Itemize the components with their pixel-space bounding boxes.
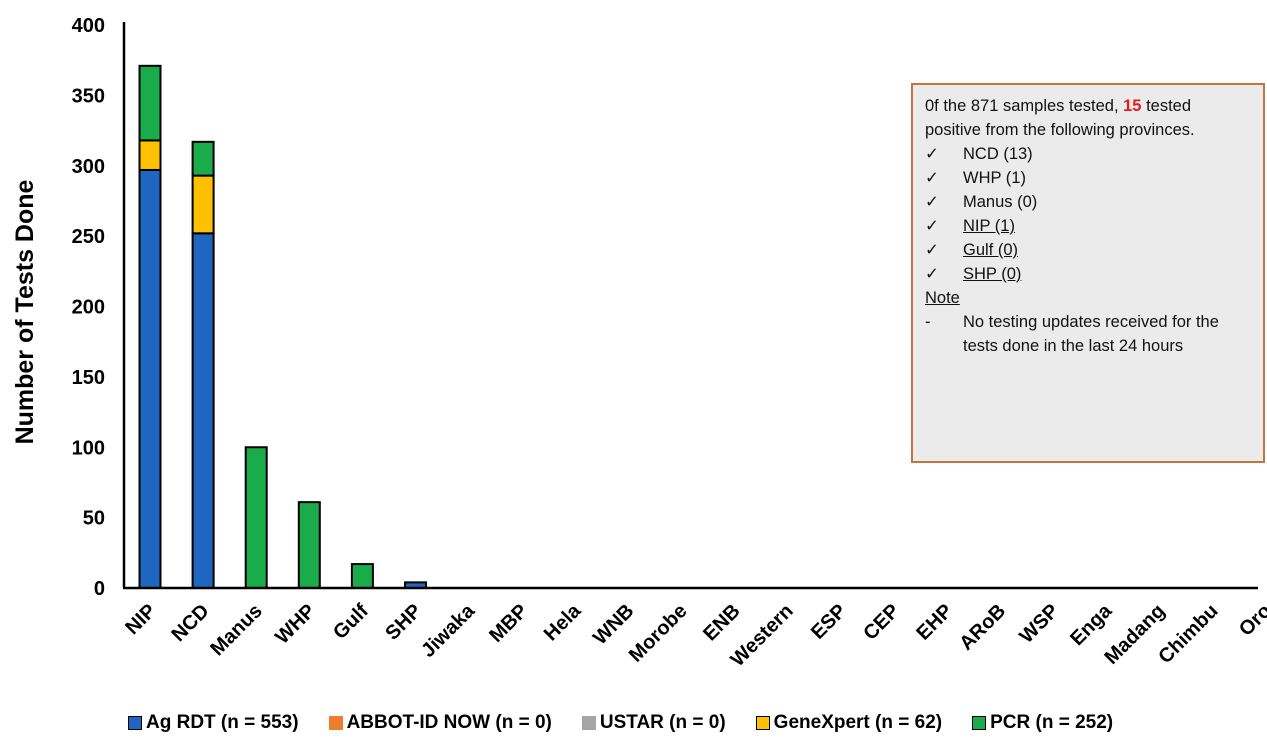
check-icon: ✓ [925,241,939,259]
province-item: ✓ NIP (1) [925,214,1251,238]
x-tick-label: ESP [807,600,851,644]
bar-segment [138,64,162,142]
x-tick-label: NIP [121,600,160,639]
note-item: - No testing updates received for the te… [925,310,1251,358]
y-axis-ticks: 0 50 100 150 200 250 300 350 400 [72,15,105,600]
note-item-text: No testing updates received for the test… [963,313,1219,355]
province-item: ✓ NCD (13) [925,142,1251,166]
x-tick-label: Gulf [329,600,373,644]
legend-item: GeneXpert (n = 62) [755,712,943,734]
legend-item: ABBOT-ID NOW (n = 0) [328,712,552,734]
x-tick-label: Manus [206,600,266,660]
y-tick-label: 400 [72,15,105,37]
x-tick-label: Jiwaka [417,599,480,662]
summary-text-end: tested [1141,97,1192,115]
y-tick-label: 350 [72,85,105,107]
note-summary-line-2: positive from the following provinces. [925,121,1195,139]
check-icon: ✓ [925,217,939,235]
province-item: ✓ Manus (0) [925,190,1251,214]
x-tick-label: NCD [167,600,213,646]
legend-label: GeneXpert (n = 62) [773,712,943,733]
province-item: ✓ WHP (1) [925,166,1251,190]
legend-swatch [581,716,596,730]
province-list: ✓ NCD (13) ✓ WHP (1) ✓ Manus (0) ✓ NIP (1) ✓ Gulf… [925,142,1251,286]
bar-segment [297,501,321,589]
y-axis-title: Number of Tests Done [11,179,39,444]
legend-item: Ag RDT (n = 553) [128,712,299,734]
legend-label: Ag RDT (n = 553) [146,712,299,733]
chart-legend: Ag RDT (n = 553) ABBOT-ID NOW (n = 0) USTA… [128,712,1113,734]
x-tick-label: MBP [485,600,532,647]
province-label: WHP (1) [963,169,1026,187]
legend-label: PCR (n = 252) [990,712,1114,733]
bar-segment [191,174,215,235]
province-label: NCD (13) [963,145,1033,163]
legend-swatch [972,716,987,730]
legend-swatch [128,716,142,730]
x-tick-label: WNB [589,600,638,649]
x-tick-label: Oro [1235,600,1267,641]
bar-segment [244,446,268,589]
y-tick-label: 0 [94,578,105,600]
summary-text-start: 0f the 871 samples tested, [925,97,1124,115]
x-tick-label: ARoB [955,600,1010,655]
note-summary-line-1: 0f the 871 samples tested, 15 tested [925,94,1251,118]
legend-item: USTAR (n = 0) [581,712,726,734]
bar-segment [350,563,374,590]
bar-segment [191,232,215,589]
check-icon: ✓ [925,193,939,211]
y-tick-label: 250 [72,226,105,248]
x-tick-label: Morobe [625,600,692,667]
note-heading: Note [925,289,960,307]
y-tick-label: 50 [83,508,105,530]
legend-label: ABBOT-ID NOW (n = 0) [346,712,552,733]
province-label: NIP (1) [963,217,1015,235]
province-label: Manus (0) [963,193,1038,211]
province-label: Gulf (0) [963,241,1019,259]
bar-segment [138,168,162,589]
legend-swatch [328,716,343,730]
dash-bullet: - [925,313,931,331]
x-tick-label: WSP [1015,600,1063,648]
x-tick-label: Enga [1066,599,1117,650]
x-tick-label: Hela [540,599,586,645]
x-tick-label: Chimbu [1154,600,1222,668]
x-tick-label: CEP [859,600,904,645]
province-item: ✓ Gulf (0) [925,238,1251,262]
legend-label: USTAR (n = 0) [599,712,726,733]
x-tick-label: SHP [381,600,426,645]
y-tick-label: 300 [72,156,105,178]
x-tick-label: WHP [271,600,320,649]
x-tick-label: EHP [912,600,957,645]
y-tick-label: 200 [72,297,105,319]
legend-item: PCR (n = 252) [972,712,1113,734]
positive-results-note-box: 0f the 871 samples tested, 15 tested pos… [911,83,1265,463]
x-tick-label: ENB [699,600,744,645]
province-label: SHP (0) [963,265,1022,283]
bar-segment [191,140,215,177]
y-tick-label: 100 [72,437,105,459]
y-tick-label: 150 [72,367,105,389]
bar-segment [138,139,162,171]
check-icon: ✓ [925,265,939,283]
province-item: ✓ SHP (0) [925,262,1251,286]
check-icon: ✓ [925,145,939,163]
check-icon: ✓ [925,169,939,187]
positive-count: 15 [1123,97,1142,115]
bars-layer [138,64,427,590]
legend-swatch [755,716,770,730]
